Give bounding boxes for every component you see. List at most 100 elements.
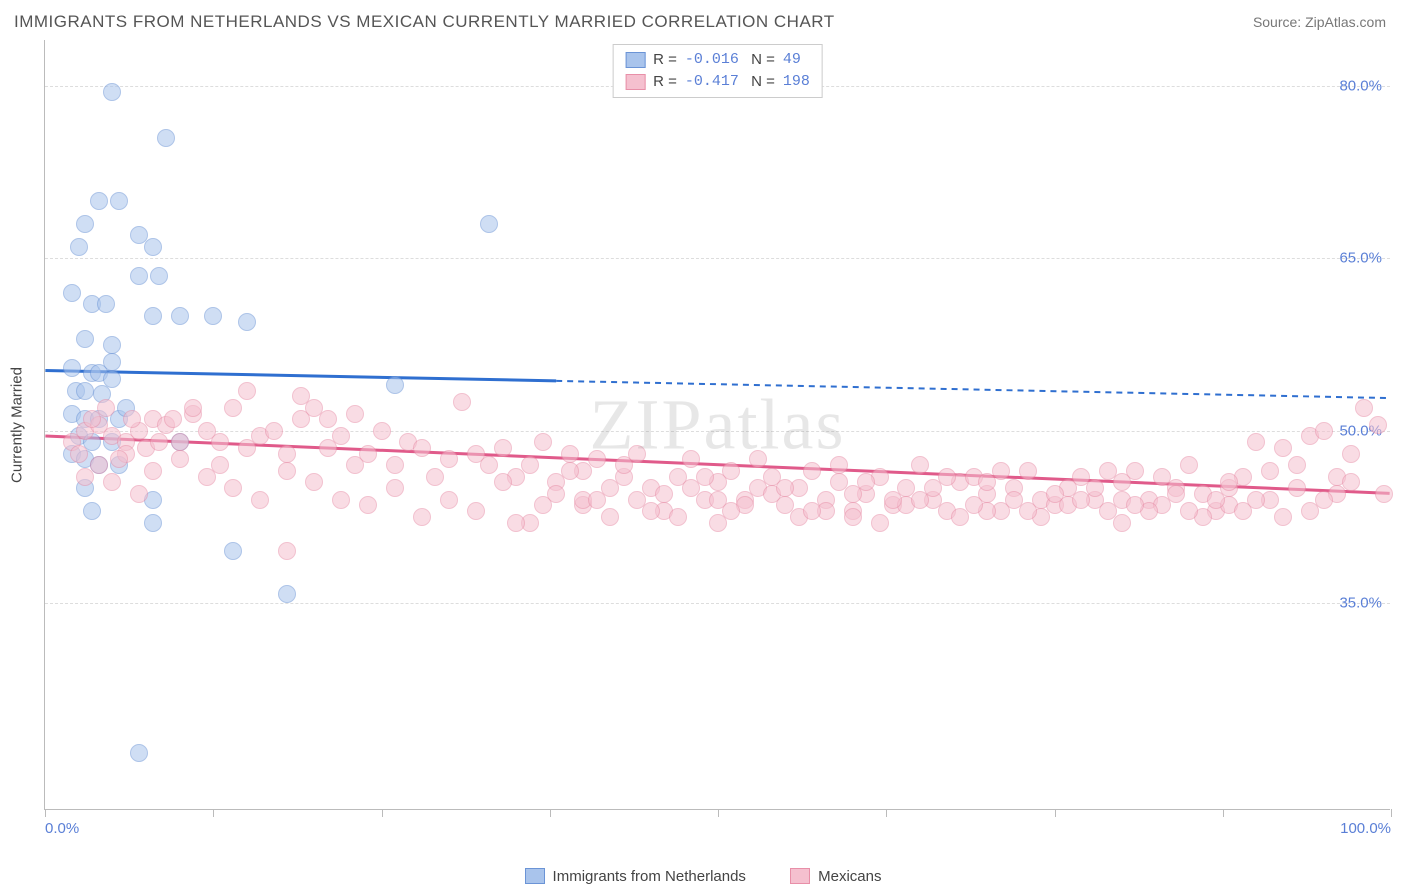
point-netherlands [144,307,162,325]
point-mexicans [251,491,269,509]
xtick [213,809,214,817]
legend-item-netherlands: Immigrants from Netherlands [525,868,746,885]
point-mexicans [1288,479,1306,497]
point-mexicans [1180,502,1198,520]
y-axis-label: Currently Married [9,367,26,483]
point-mexicans [844,508,862,526]
point-mexicans [642,502,660,520]
point-mexicans [1315,422,1333,440]
point-mexicans [830,456,848,474]
point-netherlands [144,514,162,532]
point-mexicans [184,399,202,417]
point-netherlands [204,307,222,325]
legend-item-mexicans: Mexicans [790,868,881,885]
point-netherlands [63,359,81,377]
point-mexicans [601,508,619,526]
chart-title: IMMIGRANTS FROM NETHERLANDS VS MEXICAN C… [14,12,835,32]
point-mexicans [561,462,579,480]
point-mexicans [332,427,350,445]
point-netherlands [130,267,148,285]
point-mexicans [1315,491,1333,509]
swatch-icon [790,868,810,884]
gridline [45,431,1390,432]
point-mexicans [992,462,1010,480]
point-mexicans [722,502,740,520]
point-mexicans [265,422,283,440]
point-mexicans [278,462,296,480]
point-mexicans [803,502,821,520]
point-mexicans [359,445,377,463]
point-mexicans [494,439,512,457]
xtick [45,809,46,817]
xtick [1055,809,1056,817]
point-mexicans [521,456,539,474]
point-mexicans [440,491,458,509]
point-mexicans [803,462,821,480]
point-mexicans [211,433,229,451]
point-mexicans [171,450,189,468]
point-mexicans [224,399,242,417]
point-mexicans [965,496,983,514]
point-mexicans [332,491,350,509]
point-mexicans [669,508,687,526]
point-mexicans [1167,485,1185,503]
point-mexicans [1126,496,1144,514]
point-mexicans [123,410,141,428]
point-mexicans [776,479,794,497]
point-mexicans [1342,473,1360,491]
point-mexicans [103,473,121,491]
point-mexicans [911,456,929,474]
point-mexicans [1220,473,1238,491]
point-netherlands [238,313,256,331]
point-netherlands [83,502,101,520]
xtick [718,809,719,817]
swatch-icon [625,52,645,68]
point-mexicans [1019,502,1037,520]
series-legend: Immigrants from Netherlands Mexicans [0,868,1406,889]
point-mexicans [1126,462,1144,480]
ytick-label: 80.0% [1339,77,1382,94]
point-mexicans [171,433,189,451]
point-netherlands [97,295,115,313]
point-mexicans [884,491,902,509]
point-mexicans [386,479,404,497]
ytick-label: 35.0% [1339,595,1382,612]
xtick-label: 100.0% [1340,820,1391,837]
point-mexicans [749,450,767,468]
point-netherlands [480,215,498,233]
point-mexicans [507,514,525,532]
point-mexicans [413,439,431,457]
point-mexicans [130,485,148,503]
point-mexicans [1207,491,1225,509]
point-mexicans [144,462,162,480]
point-mexicans [150,433,168,451]
point-netherlands [103,336,121,354]
point-netherlands [76,382,94,400]
point-mexicans [1369,416,1387,434]
legend-row-netherlands: R =-0.016 N =49 [625,49,810,71]
point-mexicans [359,496,377,514]
point-mexicans [480,456,498,474]
point-mexicans [655,485,673,503]
point-mexicans [76,468,94,486]
point-mexicans [588,491,606,509]
point-mexicans [319,410,337,428]
point-mexicans [467,502,485,520]
point-mexicans [292,410,310,428]
point-mexicans [1342,445,1360,463]
point-mexicans [278,445,296,463]
point-mexicans [453,393,471,411]
point-mexicans [224,479,242,497]
point-mexicans [413,508,431,526]
point-mexicans [278,542,296,560]
point-netherlands [103,83,121,101]
point-mexicans [561,445,579,463]
point-mexicans [494,473,512,491]
point-mexicans [1099,462,1117,480]
point-netherlands [144,238,162,256]
point-mexicans [1046,485,1064,503]
point-mexicans [1153,468,1171,486]
point-mexicans [1274,508,1292,526]
point-netherlands [70,238,88,256]
point-mexicans [696,468,714,486]
